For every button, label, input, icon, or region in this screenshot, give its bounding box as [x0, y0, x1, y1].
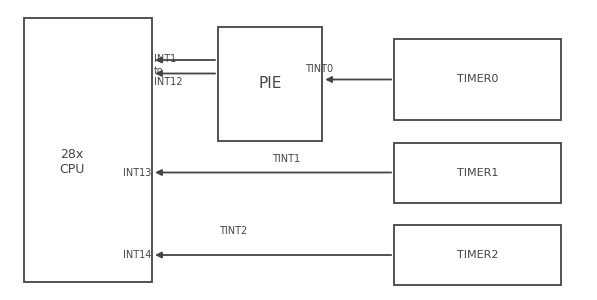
Text: INT14: INT14: [122, 250, 151, 260]
Text: TIMER1: TIMER1: [457, 167, 498, 178]
Bar: [218, 27, 322, 141]
Bar: [394, 225, 561, 285]
Bar: [394, 39, 561, 120]
Text: TINT0: TINT0: [305, 64, 334, 74]
Text: TINT1: TINT1: [272, 154, 301, 164]
Text: TIMER0: TIMER0: [457, 74, 498, 85]
Text: INT1
to
INT12: INT1 to INT12: [154, 54, 183, 87]
Bar: [24, 18, 152, 282]
Text: INT13: INT13: [122, 167, 151, 178]
Text: 28x
CPU: 28x CPU: [59, 148, 84, 176]
Text: TINT2: TINT2: [219, 226, 247, 236]
Text: TIMER2: TIMER2: [457, 250, 498, 260]
Bar: [394, 142, 561, 203]
Text: PIE: PIE: [258, 76, 282, 92]
